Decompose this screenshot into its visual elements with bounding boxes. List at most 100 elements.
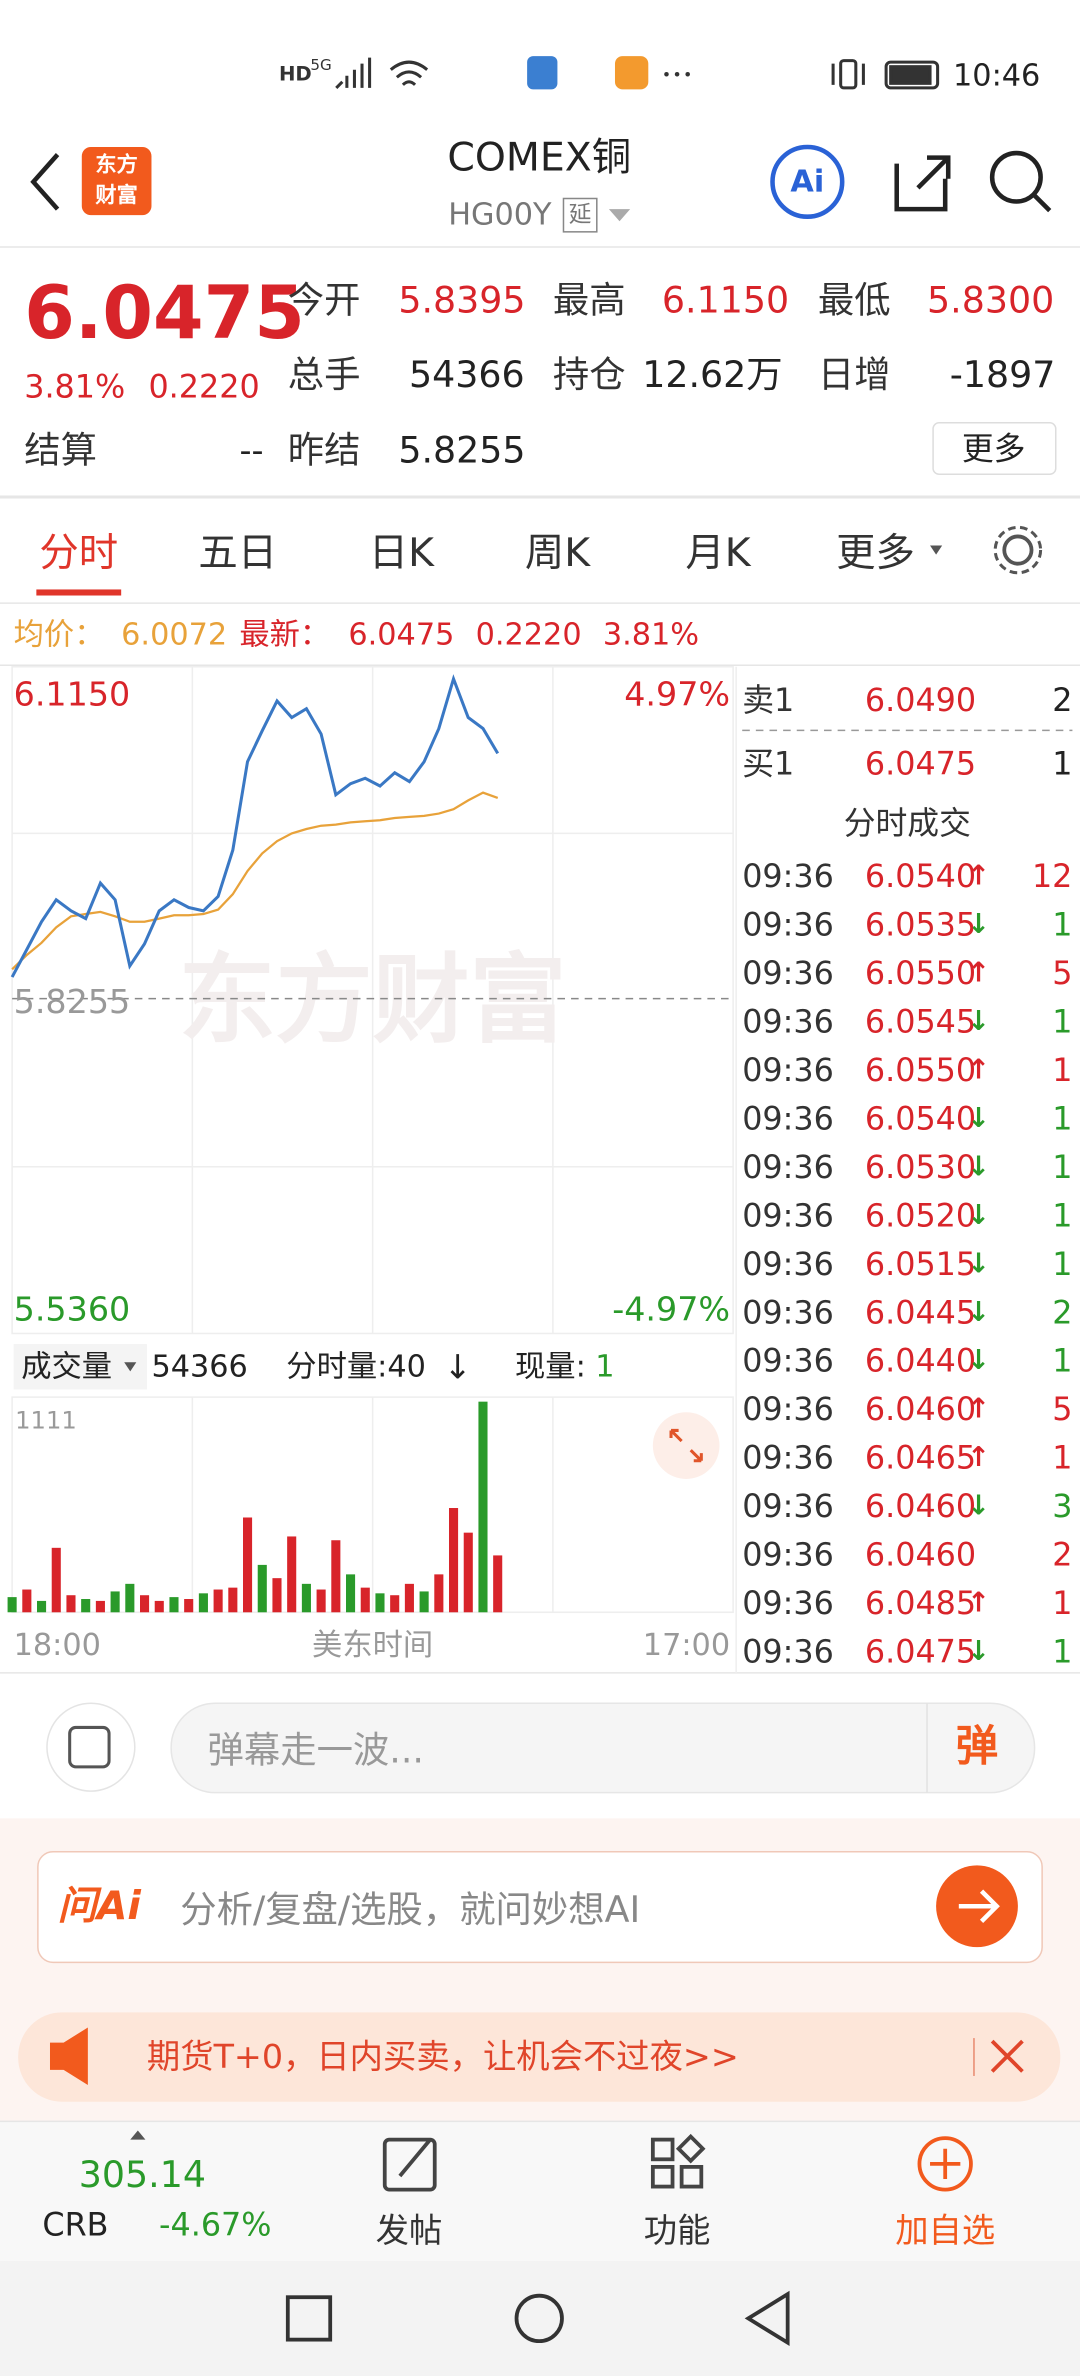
tab[interactable]: 日K [369,530,435,576]
nav-item[interactable]: 功能 [644,2211,711,2250]
trade-arrow: ↑ [967,1442,990,1473]
trade-time: 09:36 [742,1342,834,1380]
change-pct: 3.81% [24,367,125,405]
back-button[interactable] [30,153,60,211]
field-value: -- [240,431,264,470]
trade-arrow: ↓ [967,1248,990,1279]
volume-arrow: ↓ [444,1347,472,1386]
volume-bar [360,1587,370,1613]
trade-volume: 1 [1052,1342,1072,1380]
volume-label: 成交量 [21,1349,112,1384]
expand-button[interactable] [652,1412,720,1479]
settings-button[interactable] [1002,534,1034,566]
home-button[interactable] [514,2293,564,2344]
trade-arrow: ↑ [967,1588,990,1619]
y-tick-label: 6.1150 [14,675,131,714]
field-value: -1897 [950,353,1056,396]
tab[interactable]: 周K [525,530,591,576]
index-change: -4.67% [159,2205,271,2243]
logo [81,146,152,216]
volume-bar [184,1599,194,1613]
tag-box [562,197,598,233]
tab[interactable]: 更多 [836,530,915,576]
avg-label: 均价： [14,617,105,652]
trade-price: 6.0440 [865,1342,976,1380]
comment-placeholder: 弹幕走一波... [208,1729,424,1772]
banner-close[interactable] [990,2039,1024,2073]
banner[interactable] [18,2012,1061,2102]
search-handle [1032,193,1052,213]
volume-bar [213,1589,223,1613]
code: HG00Y [448,198,552,233]
comment-icon[interactable] [46,1702,136,1792]
share-button[interactable] [894,155,951,212]
avg-value: 6.0072 [121,617,227,652]
trade-time: 09:36 [742,905,834,943]
ai-input[interactable] [37,1850,1043,1964]
trade-time: 09:36 [742,1487,834,1525]
trade-time: 09:36 [742,1002,834,1040]
add-watch-icon[interactable] [917,2136,973,2192]
trade-time: 09:36 [742,1051,834,1089]
field-label: 最低 [818,279,891,322]
trade-arrow: ↓ [967,1151,990,1182]
volume-bar [287,1536,297,1613]
current-label: 现量: [515,1349,586,1384]
tab[interactable]: 月K [685,530,751,576]
latest-change-pct: 3.81% [603,617,699,652]
status-time: 10:46 [953,58,1040,93]
volume-bar [419,1591,429,1613]
post-icon[interactable] [382,2137,437,2192]
volume-selector[interactable] [13,1344,147,1390]
status-network: 5G [310,56,331,74]
price-line [10,674,500,978]
comment-button[interactable]: 弹 [956,1723,998,1772]
volume-interval: 分时量:40 [286,1349,426,1384]
trade-arrow: ↓ [967,1345,990,1376]
tab[interactable]: 五日 [198,530,277,576]
ai-send-arrow [958,1889,1000,1924]
trade-time: 09:36 [742,1536,834,1574]
trade-price: 6.0550 [865,1051,976,1089]
book-volume: 1 [1052,745,1072,783]
price-line [11,791,499,971]
volume-bar [228,1587,238,1613]
trade-arrow: ↓ [967,1491,990,1522]
more-label: 更多 [962,430,1026,468]
volume-bar [493,1555,503,1613]
comment-input[interactable] [170,1702,1036,1794]
nav-item[interactable]: 加自选 [895,2211,995,2250]
field-label: 结算 [24,429,97,472]
field-value: 5.8255 [398,429,525,472]
back-nav-button[interactable] [744,2290,790,2347]
trade-volume: 1 [1052,1099,1072,1137]
recent-button[interactable] [285,2295,333,2342]
status-icons [335,57,940,90]
volume-bar [449,1508,459,1613]
tag: 延 [569,202,592,228]
search-button[interactable] [989,150,1043,204]
field-label: 日增 [818,353,891,396]
volume-bar [22,1589,32,1613]
trade-price: 6.0540 [865,857,976,895]
dropdown[interactable] [608,209,631,222]
function-icon[interactable] [650,2133,706,2189]
nav-item[interactable]: 发帖 [376,2211,443,2250]
trade-arrow: ↑ [967,1054,990,1085]
y-tick-label: 5.5360 [14,1290,131,1329]
index-name: CRB [42,2205,108,2243]
tab[interactable]: 分时 [39,530,118,576]
trade-time: 09:36 [742,1633,834,1671]
more-button[interactable] [932,422,1057,476]
volume-bar [51,1547,61,1613]
trade-volume: 5 [1052,954,1072,992]
volume-bar [463,1532,473,1613]
volume-bar [331,1540,341,1613]
app-icon [614,56,649,90]
trade-volume: 2 [1052,1536,1072,1574]
index-toggle[interactable] [130,2130,146,2140]
volume-bar [81,1599,91,1613]
ai-button[interactable] [770,144,845,219]
index-value: 305.14 [79,2153,206,2196]
